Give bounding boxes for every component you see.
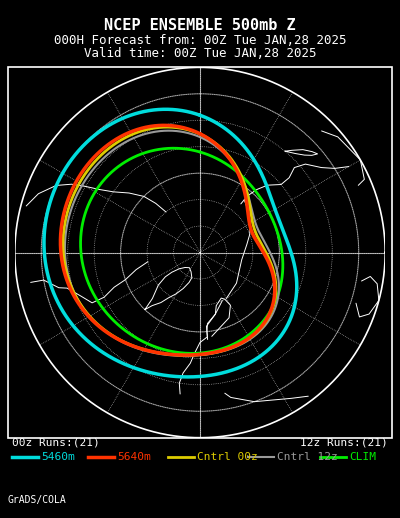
Text: 000H Forecast from: 00Z Tue JAN,28 2025: 000H Forecast from: 00Z Tue JAN,28 2025 (54, 34, 346, 47)
Text: CLIM: CLIM (349, 452, 376, 462)
Text: 5640m: 5640m (117, 452, 150, 462)
Text: Cntrl 12z: Cntrl 12z (277, 452, 338, 462)
Text: 5460m: 5460m (41, 452, 74, 462)
Text: Valid time: 00Z Tue JAN,28 2025: Valid time: 00Z Tue JAN,28 2025 (84, 47, 316, 60)
Text: 12z Runs:(21): 12z Runs:(21) (300, 438, 388, 448)
Text: NCEP ENSEMBLE 500mb Z: NCEP ENSEMBLE 500mb Z (104, 18, 296, 33)
Text: 00z Runs:(21): 00z Runs:(21) (12, 438, 100, 448)
Text: GrADS/COLA: GrADS/COLA (8, 495, 67, 505)
Text: Cntrl 00z: Cntrl 00z (197, 452, 258, 462)
